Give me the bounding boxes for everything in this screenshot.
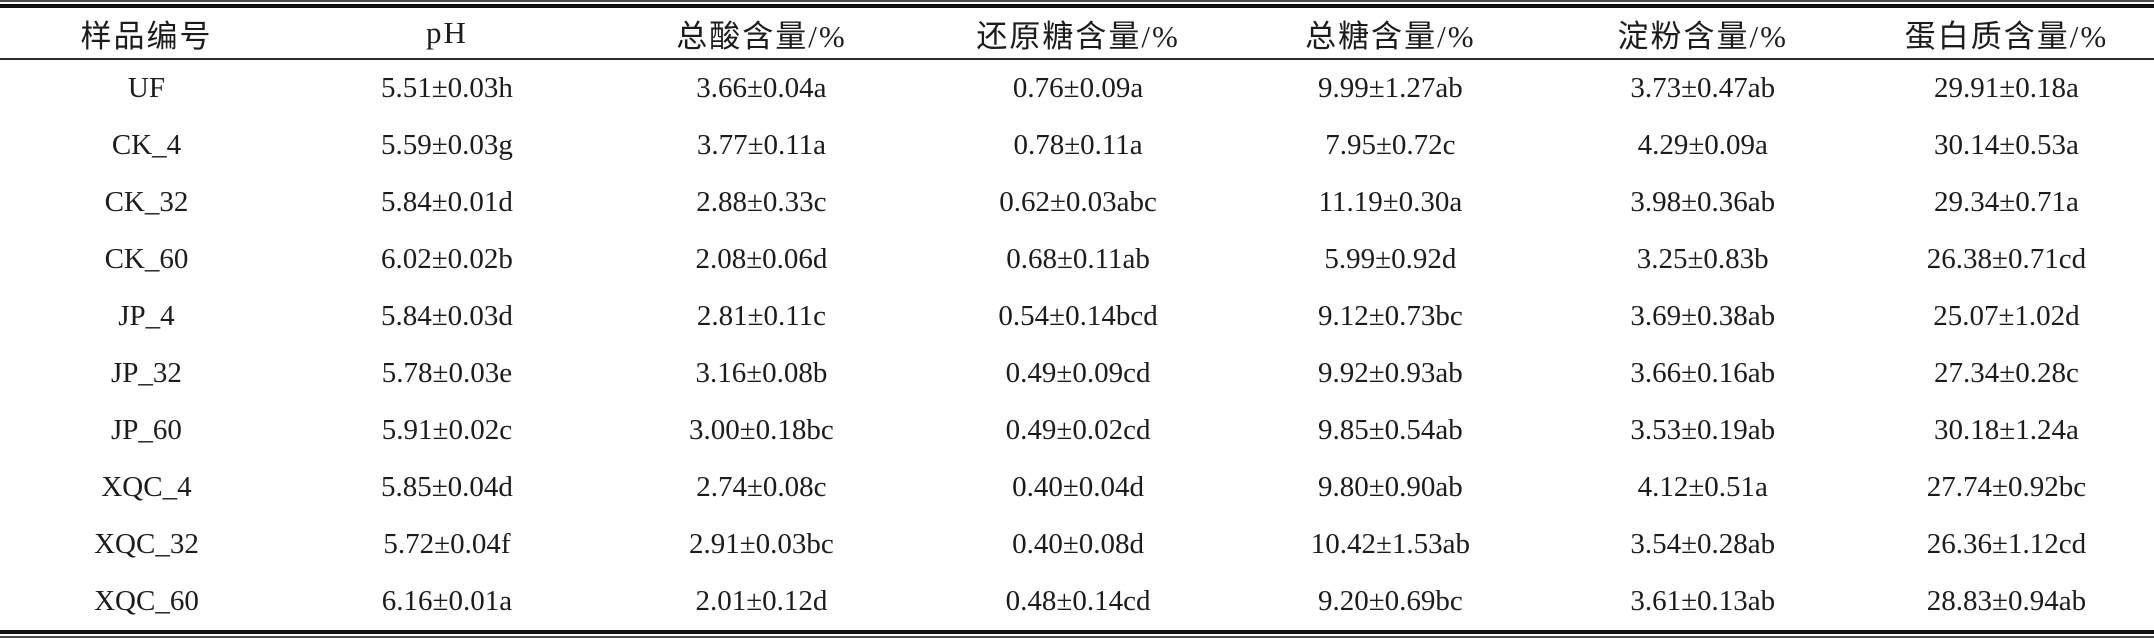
value-cell: 5.72±0.04f [383,528,511,560]
value-cell: 3.16±0.08b [695,357,828,389]
table-row: XQC_60 6.16±0.01a 2.01±0.12d 0.48±0.14cd 9.2… [0,573,2154,630]
value-cell: 10.42±1.53ab [1310,528,1471,560]
sample-id-cell: XQC_32 [94,528,199,560]
value-cell: 4.12±0.51a [1637,471,1768,503]
table-row: XQC_4 5.85±0.04d 2.74±0.08c 0.40±0.04d 9.80±… [0,459,2154,516]
value-cell: 0.48±0.14cd [1005,585,1151,617]
value-cell: 27.34±0.28c [1934,357,2079,389]
value-cell: 2.81±0.11c [696,300,827,332]
value-cell: 0.40±0.04d [1012,471,1145,503]
sample-id-cell: JP_4 [118,300,175,332]
top-rule-thick [0,4,2154,8]
table-row: JP_4 5.84±0.03d 2.81±0.11c 0.54±0.14bcd 9.12… [0,288,2154,345]
column-header-3: 还原糖含量/% [921,8,1235,60]
value-cell: 0.49±0.02cd [1005,414,1151,446]
value-cell: 5.59±0.03g [380,129,513,161]
value-cell: 9.20±0.69bc [1317,585,1463,617]
value-cell: 2.91±0.03bc [689,528,834,560]
value-cell: 0.76±0.09a [1012,72,1144,104]
value-cell: 5.78±0.03e [381,357,513,389]
column-header-5: 淀粉含量/% [1546,8,1859,60]
value-cell: 5.84±0.03d [380,300,513,332]
top-rule-thin [0,0,2154,2]
value-cell: 0.68±0.11ab [1006,243,1150,275]
value-cell: 9.99±1.27ab [1317,72,1463,104]
value-cell: 9.92±0.93ab [1317,357,1463,389]
value-cell: 0.54±0.14bcd [998,300,1158,332]
value-cell: 3.25±0.83b [1636,243,1769,275]
sample-id-cell: JP_32 [111,357,182,389]
value-cell: 3.00±0.18bc [689,414,834,446]
top-rule-gap [0,2,2154,4]
value-cell: 6.16±0.01a [381,585,513,617]
value-cell: 5.99±0.92d [1324,243,1457,275]
value-cell: 4.29±0.09a [1637,129,1768,161]
value-cell: 0.49±0.09cd [1005,357,1151,389]
table-row: JP_60 5.91±0.02c 3.00±0.18bc 0.49±0.02cd 9.8… [0,402,2154,459]
column-header-2: 总酸含量/% [600,8,922,60]
value-cell: 3.53±0.19ab [1630,414,1776,446]
value-cell: 30.18±1.24a [1934,414,2079,446]
sample-id-cell: XQC_4 [101,471,192,503]
value-cell: 3.69±0.38ab [1630,300,1776,332]
value-cell: 26.36±1.12cd [1926,528,2087,560]
value-cell: 2.01±0.12d [695,585,828,617]
column-header-0: 样品编号 [0,8,293,60]
value-cell: 2.88±0.33c [696,186,827,218]
value-cell: 3.73±0.47ab [1630,72,1776,104]
value-cell: 9.80±0.90ab [1317,471,1463,503]
sample-id-cell: CK_60 [104,243,189,275]
value-cell: 3.66±0.16ab [1630,357,1776,389]
value-cell: 28.83±0.94ab [1926,585,2087,617]
value-cell: 11.19±0.30a [1318,186,1463,218]
value-cell: 3.66±0.04a [696,72,827,104]
bottom-rule-thick [0,630,2154,634]
value-cell: 5.85±0.04d [380,471,513,503]
table-row: CK_4 5.59±0.03g 3.77±0.11a 0.78±0.11a 7.95±0… [0,117,2154,174]
table-row: UF 5.51±0.03h 3.66±0.04a 0.76±0.09a 9.99±1.2… [0,59,2154,117]
sample-id-cell: UF [127,72,165,104]
value-cell: 2.08±0.06d [695,243,828,275]
value-cell: 29.91±0.18a [1934,72,2079,104]
table-row: JP_32 5.78±0.03e 3.16±0.08b 0.49±0.09cd 9.92… [0,345,2154,402]
value-cell: 0.62±0.03abc [999,186,1157,218]
table-header-row: 样品编号 pH 总酸含量/% 还原糖含量/% 总糖含量/% 淀粉含量/% 蛋白质含量/% [0,8,2154,60]
value-cell: 25.07±1.02d [1933,300,2080,332]
value-cell: 3.98±0.36ab [1630,186,1776,218]
value-cell: 26.38±0.71cd [1926,243,2087,275]
column-header-4: 总糖含量/% [1234,8,1547,60]
value-cell: 0.40±0.08d [1012,528,1145,560]
sample-id-cell: CK_32 [104,186,189,218]
value-cell: 5.91±0.02c [381,414,513,446]
data-table: 样品编号 pH 总酸含量/% 还原糖含量/% 总糖含量/% 淀粉含量/% 蛋白质含量/% U… [0,8,2154,630]
value-cell: 6.02±0.02b [380,243,513,275]
value-cell: 30.14±0.53a [1934,129,2079,161]
value-cell: 3.54±0.28ab [1630,528,1776,560]
value-cell: 0.78±0.11a [1013,129,1143,161]
sample-id-cell: XQC_60 [94,585,199,617]
sample-id-cell: JP_60 [111,414,182,446]
value-cell: 27.74±0.92bc [1926,471,2087,503]
column-header-1: pH [292,8,601,60]
value-cell: 5.84±0.01d [380,186,513,218]
value-cell: 5.51±0.03h [380,72,513,104]
value-cell: 3.61±0.13ab [1630,585,1776,617]
value-cell: 9.85±0.54ab [1317,414,1463,446]
value-cell: 29.34±0.71a [1934,186,2079,218]
value-cell: 2.74±0.08c [696,471,827,503]
value-cell: 9.12±0.73bc [1317,300,1463,332]
table-row: CK_60 6.02±0.02b 2.08±0.06d 0.68±0.11ab 5.99… [0,231,2154,288]
table-row: CK_32 5.84±0.01d 2.88±0.33c 0.62±0.03abc 11.… [0,174,2154,231]
table-row: XQC_32 5.72±0.04f 2.91±0.03bc 0.40±0.08d 10.… [0,516,2154,573]
value-cell: 3.77±0.11a [696,129,827,161]
column-header-6: 蛋白质含量/% [1858,8,2154,60]
bottom-rule-gap [0,634,2154,636]
sample-id-cell: CK_4 [111,129,182,161]
bottom-rule-thin [0,636,2154,638]
value-cell: 7.95±0.72c [1325,129,1456,161]
